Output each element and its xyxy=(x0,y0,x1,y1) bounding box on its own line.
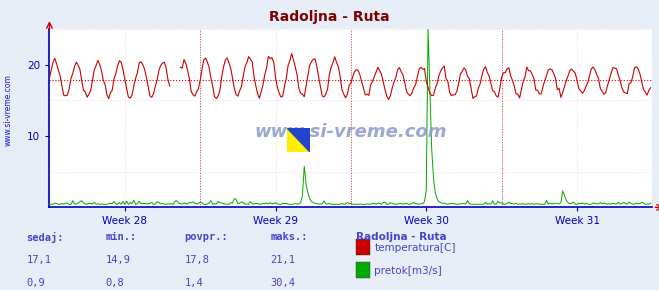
Text: 17,1: 17,1 xyxy=(26,255,51,265)
Text: www.si-vreme.com: www.si-vreme.com xyxy=(254,124,447,142)
Text: povpr.:: povpr.: xyxy=(185,232,228,242)
Text: min.:: min.: xyxy=(105,232,136,242)
Text: 21,1: 21,1 xyxy=(270,255,295,265)
Polygon shape xyxy=(287,128,310,152)
Text: maks.:: maks.: xyxy=(270,232,308,242)
Text: 0,9: 0,9 xyxy=(26,278,45,288)
Text: www.si-vreme.com: www.si-vreme.com xyxy=(3,74,13,146)
Text: sedaj:: sedaj: xyxy=(26,232,64,243)
Text: 14,9: 14,9 xyxy=(105,255,130,265)
Text: pretok[m3/s]: pretok[m3/s] xyxy=(374,266,442,276)
Polygon shape xyxy=(287,128,310,152)
Text: 17,8: 17,8 xyxy=(185,255,210,265)
Text: 1,4: 1,4 xyxy=(185,278,203,288)
Text: 30,4: 30,4 xyxy=(270,278,295,288)
Text: Radoljna - Ruta: Radoljna - Ruta xyxy=(356,232,447,242)
Text: Radoljna - Ruta: Radoljna - Ruta xyxy=(269,10,390,24)
Text: 0,8: 0,8 xyxy=(105,278,124,288)
Text: temperatura[C]: temperatura[C] xyxy=(374,243,456,253)
